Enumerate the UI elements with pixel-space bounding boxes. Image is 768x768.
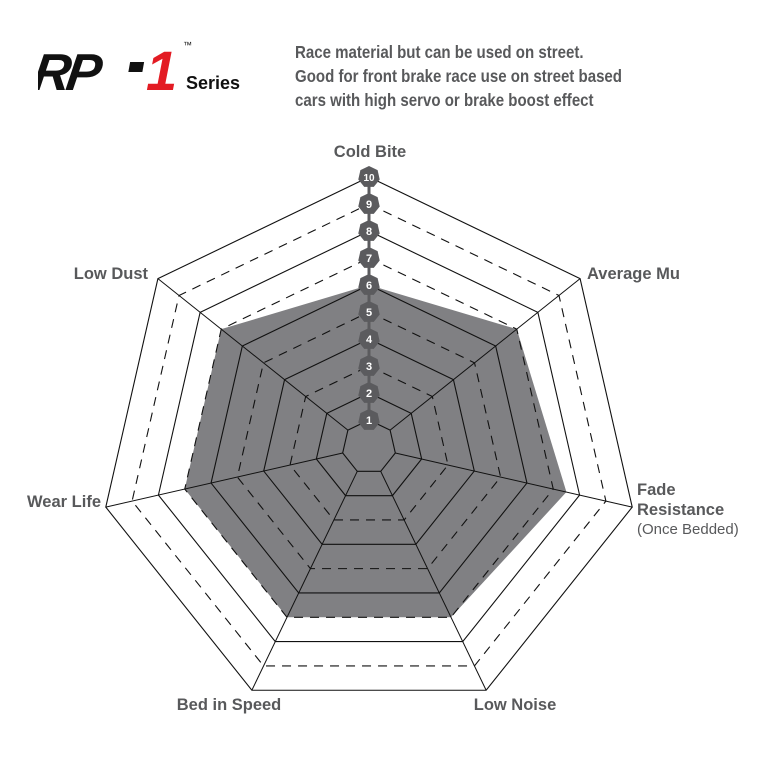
axis-label-low-noise: Low Noise (474, 696, 557, 714)
scale-badge-label: 3 (366, 361, 372, 373)
grid-ring (157, 230, 581, 643)
data-area (184, 285, 567, 618)
grid-ring (105, 176, 633, 691)
scale-badge-label: 10 (363, 173, 375, 184)
description-line: Good for front brake race use on street … (295, 66, 623, 86)
axis-spoke (157, 278, 349, 431)
scale-badge-label: 2 (366, 388, 372, 400)
scale-badge-label: 8 (366, 226, 372, 238)
svg-text:Series: Series (186, 73, 240, 93)
scale-badge (358, 247, 380, 268)
scale-badge-label: 4 (366, 334, 373, 346)
axis-spoke (395, 452, 633, 508)
axis-spoke (105, 452, 343, 508)
grid-ring (263, 338, 475, 545)
scale-badge-label: 9 (366, 199, 372, 211)
scale-badge (358, 328, 380, 349)
grid-ring-dashed (289, 365, 449, 521)
svg-text:RP: RP (38, 44, 106, 100)
scale-badge-label: 5 (366, 307, 372, 319)
rp1-series-logo: RP 1 ™ Series (38, 40, 240, 100)
grid-ring (315, 392, 423, 497)
scale-badge (358, 301, 380, 322)
grid-ring-dashed (131, 203, 607, 667)
axis-label-low-dust: Low Dust (74, 265, 149, 283)
axis-spoke (380, 471, 487, 691)
description: Race material but can be used on street.… (295, 40, 622, 112)
axis-label-cold-bite: Cold Bite (334, 143, 406, 161)
description-line: cars with high servo or brake boost effe… (295, 90, 594, 110)
scale-badge (358, 409, 380, 430)
svg-text:1: 1 (146, 40, 177, 100)
axis-spoke (389, 278, 581, 431)
grid-ring-dashed (236, 311, 502, 570)
grid-ring (210, 284, 528, 594)
scale-badge (358, 274, 380, 295)
axis-label-fade-resistance: Fade Resistance (637, 481, 724, 519)
grid-ring (342, 419, 396, 472)
scale-badge-label: 1 (366, 415, 372, 427)
axis-sublabel-once-bedded: (Once Bedded) (637, 521, 739, 538)
axis-spoke (251, 471, 358, 691)
axis-label-bed-in-speed: Bed in Speed (177, 696, 282, 714)
svg-text:™: ™ (183, 40, 192, 50)
scale-badge (358, 220, 380, 241)
description-line: Race material but can be used on street. (295, 42, 584, 62)
scale-badge (358, 382, 380, 403)
scale-badge-label: 7 (366, 253, 372, 265)
scale-badge (358, 355, 380, 376)
scale-badge (358, 193, 380, 214)
axis-label-average-mu: Average Mu (587, 265, 680, 283)
fade-label-line: Resistance (637, 501, 724, 519)
axis-label-wear-life: Wear Life (27, 493, 101, 511)
fade-label-line: Fade (637, 481, 676, 499)
scale-badge (358, 166, 380, 187)
scale-badge-label: 6 (366, 280, 372, 292)
